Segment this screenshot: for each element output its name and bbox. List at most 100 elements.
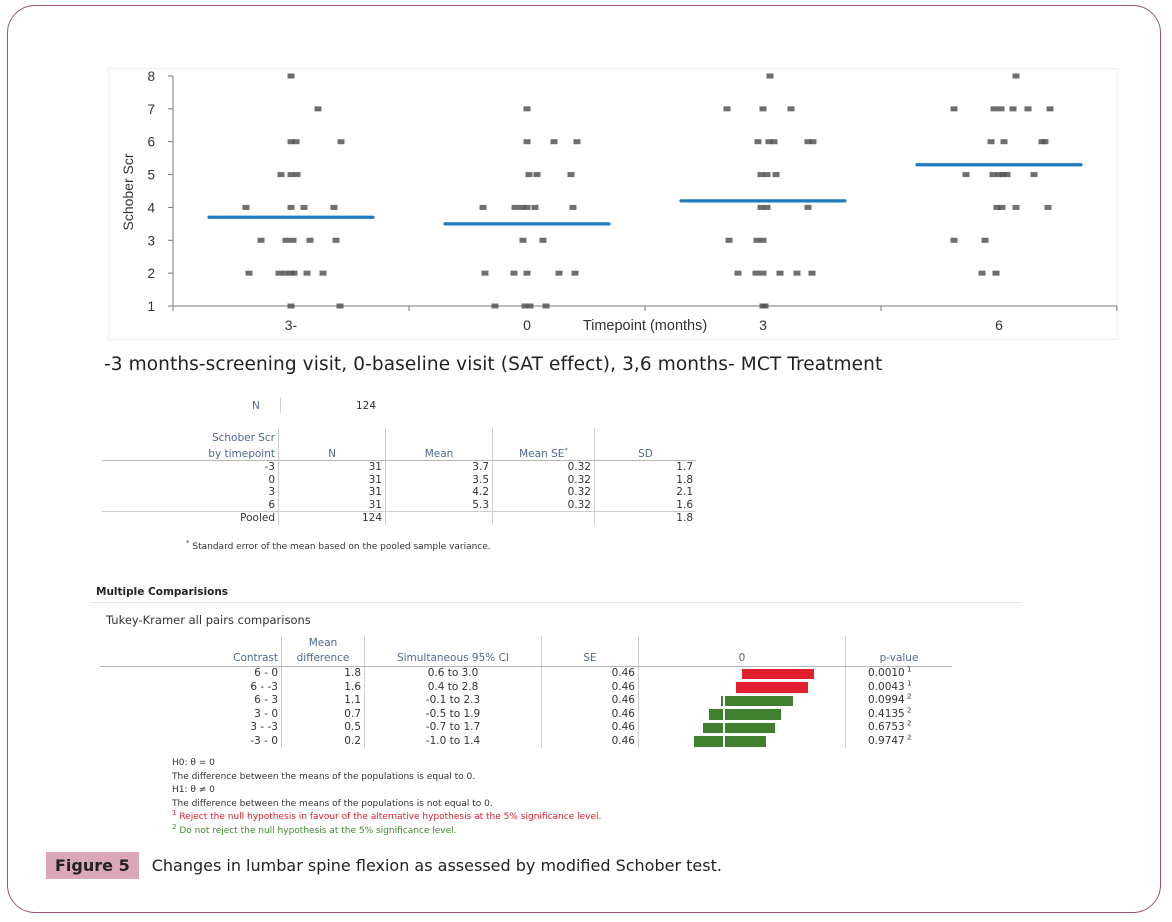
col-header-mean-diff-2: difference — [281, 651, 365, 667]
data-point — [759, 237, 767, 243]
zero-line — [723, 694, 725, 708]
cell-sd: 2.1 — [676, 486, 693, 498]
scatter-chart: 1 2 3 4 5 6 7 8 3- 0 3 6 Schober Scr Timepoint (mon… — [120, 69, 1118, 334]
h1-label: H1: θ ≠ 0 — [172, 785, 215, 796]
ci-bar — [694, 736, 766, 747]
ci-bar-cell — [638, 721, 846, 735]
data-point — [776, 270, 784, 276]
cell-se — [492, 511, 595, 525]
ci-bar — [709, 709, 781, 720]
cell-ci: 0.4 to 2.8 — [364, 680, 542, 694]
cell-contrast: 6 - -3 — [100, 680, 282, 694]
cell-sd: 1.6 — [676, 498, 693, 511]
y-tick-label: 7 — [147, 102, 155, 117]
data-point — [978, 270, 986, 276]
data-point — [330, 204, 338, 210]
table-row: 3 - -3 0.5 -0.7 to 1.7 0.46 0.6753 2 — [100, 720, 952, 735]
data-point — [519, 237, 527, 243]
cell-label: 0 — [102, 473, 279, 486]
data-point — [1046, 106, 1054, 112]
cell-label: 6 — [102, 498, 279, 512]
data-point — [993, 204, 1001, 210]
cell-se: 0.32 — [492, 473, 595, 486]
table-row: 6 31 5.3 0.32 1.6 — [102, 498, 696, 512]
data-point — [306, 237, 314, 243]
cell-contrast: 6 - 0 — [100, 666, 282, 681]
col-header-zero: 0 — [638, 651, 846, 667]
x-tick-label: 3- — [285, 317, 298, 333]
cell-se: 0.32 — [492, 486, 595, 499]
note-not-reject: 2 Do not reject the null hypothesis at t… — [172, 822, 457, 836]
cell-label: Pooled — [102, 511, 279, 525]
ci-bar-cell — [638, 694, 846, 708]
data-point — [523, 204, 531, 210]
data-point — [287, 204, 295, 210]
data-point — [950, 237, 958, 243]
y-tick-label: 2 — [147, 266, 155, 281]
y-axis-label: Schober Scr — [120, 153, 136, 230]
data-point — [995, 172, 1003, 178]
col-header-sd: SD — [594, 444, 696, 461]
table-row: -3 - 0 0.2 -1.0 to 1.4 0.46 0.9747 2 — [100, 734, 952, 748]
cell-sd: 1.8 — [594, 511, 696, 525]
cell-mean: 4.2 — [385, 486, 493, 499]
cell-contrast: 6 - 3 — [100, 694, 282, 708]
comparisons-title: Multiple Comparisions — [96, 586, 229, 598]
data-point — [1003, 172, 1011, 178]
cell-se: 0.32 — [492, 460, 595, 474]
data-point — [531, 204, 539, 210]
data-point — [763, 172, 771, 178]
data-point — [533, 172, 541, 178]
data-point — [287, 73, 295, 79]
data-point — [539, 237, 547, 243]
cell-contrast: -3 - 0 — [100, 734, 282, 748]
data-point — [1012, 73, 1020, 79]
data-point — [303, 270, 311, 276]
data-point — [245, 270, 253, 276]
cell-label: 3 — [102, 486, 279, 499]
cell-diff: 0.7 — [281, 707, 365, 721]
data-point — [511, 204, 519, 210]
table-row: 3 - 0 0.7 -0.5 to 1.9 0.46 0.4135 2 — [100, 707, 952, 721]
cell-se: 0.46 — [541, 734, 639, 748]
data-point — [571, 270, 579, 276]
data-point — [766, 73, 774, 79]
cell-mean: 3.7 — [385, 460, 493, 474]
col-header-group-2: by timepoint — [102, 444, 279, 461]
h0-text: The difference between the means of the … — [172, 771, 476, 782]
cell-ci: 0.6 to 3.0 — [364, 666, 542, 681]
data-point — [757, 172, 765, 178]
data-point — [770, 139, 778, 145]
table-row: 6 - 3 1.1 -0.1 to 2.3 0.46 0.0994 2 — [100, 693, 952, 708]
data-point — [550, 139, 558, 145]
cell-se: 0.46 — [541, 721, 639, 735]
data-point — [290, 270, 298, 276]
data-point — [1009, 106, 1017, 112]
data-point — [287, 303, 295, 309]
cell-se: 0.46 — [541, 694, 639, 708]
y-tick-label: 4 — [147, 200, 155, 215]
data-point — [1000, 139, 1008, 145]
data-point — [521, 303, 529, 309]
table-row: Pooled 124 1.8 — [102, 511, 696, 525]
data-point — [962, 172, 970, 178]
data-point — [332, 237, 340, 243]
col-header-se: SE — [541, 651, 639, 667]
summary-n-label: N — [252, 400, 260, 412]
note-reject: 1 Reject the null hypothesis in favour o… — [172, 809, 602, 823]
table-row: -3 31 3.7 0.32 1.7 — [102, 460, 696, 474]
data-point — [287, 139, 295, 145]
data-point — [804, 204, 812, 210]
data-point — [277, 172, 285, 178]
cell-se: 0.46 — [541, 666, 639, 681]
data-point — [282, 237, 290, 243]
cell-n: 31 — [278, 473, 386, 486]
cell-label: -3 — [102, 460, 279, 474]
data-point — [569, 204, 577, 210]
cell-diff: 1.6 — [281, 680, 365, 694]
col-header-contrast: Contrast — [100, 651, 282, 667]
data-point — [1024, 106, 1032, 112]
chart-area — [108, 68, 1117, 340]
data-point — [287, 172, 295, 178]
y-tick-label: 6 — [147, 135, 155, 150]
